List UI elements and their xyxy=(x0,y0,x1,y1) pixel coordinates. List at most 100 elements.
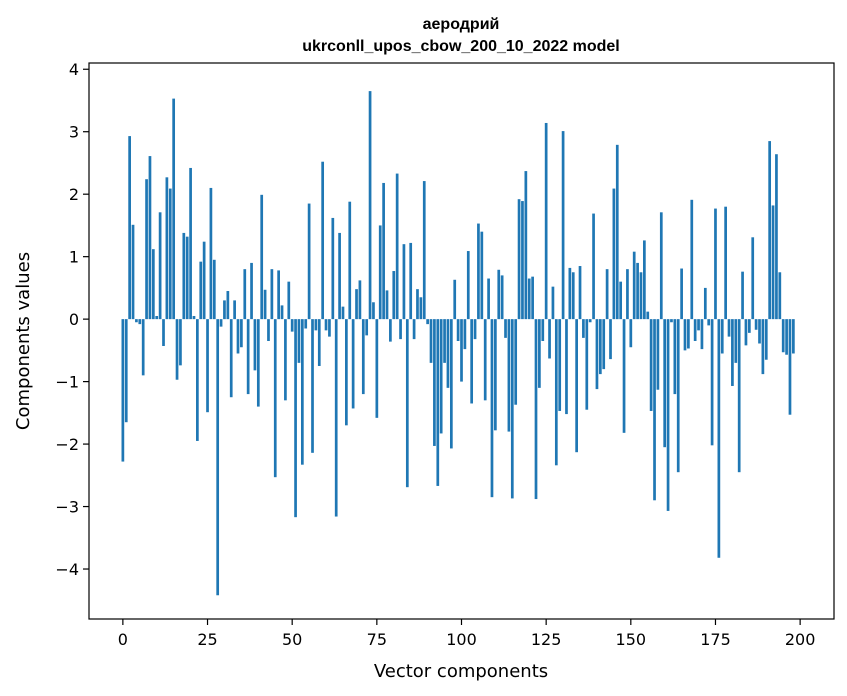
bar xyxy=(229,319,233,398)
bar xyxy=(524,171,528,320)
bar xyxy=(521,201,524,320)
bar xyxy=(598,319,602,375)
bar xyxy=(151,249,155,320)
bar xyxy=(412,319,416,340)
bar xyxy=(775,154,778,320)
bar xyxy=(280,305,284,320)
bar xyxy=(554,319,558,466)
bar xyxy=(646,311,650,320)
bar xyxy=(531,276,534,320)
bar xyxy=(676,319,680,473)
bar xyxy=(236,319,240,354)
bar xyxy=(199,261,203,320)
bar xyxy=(165,177,169,320)
bar xyxy=(243,269,247,320)
bar xyxy=(575,319,578,453)
bar xyxy=(419,297,423,320)
bar xyxy=(321,161,325,320)
bar xyxy=(328,319,331,337)
bar xyxy=(792,319,795,354)
bar xyxy=(632,251,636,320)
bar xyxy=(202,241,206,320)
bar xyxy=(538,319,541,388)
bar xyxy=(670,319,673,323)
bar xyxy=(422,181,426,320)
bar xyxy=(409,242,413,320)
bar xyxy=(311,319,314,453)
bar xyxy=(480,231,484,320)
bar xyxy=(473,319,477,340)
bar xyxy=(785,319,788,355)
bar xyxy=(626,269,629,320)
bar xyxy=(548,319,551,359)
bar xyxy=(605,269,609,320)
bar xyxy=(568,267,572,320)
bar xyxy=(558,319,562,411)
bar xyxy=(453,279,457,320)
bar xyxy=(781,319,785,353)
bar xyxy=(145,179,148,320)
bar xyxy=(128,136,131,320)
bar xyxy=(612,188,616,320)
bar xyxy=(399,319,402,340)
bar xyxy=(392,271,396,320)
bar xyxy=(551,286,555,320)
y-tick-label: 4 xyxy=(69,60,79,79)
bar xyxy=(196,319,199,441)
bar xyxy=(138,319,142,325)
bar xyxy=(429,319,433,363)
bar xyxy=(338,232,341,320)
bar xyxy=(727,319,731,337)
bar xyxy=(460,319,463,382)
bar xyxy=(351,319,355,409)
bar xyxy=(656,319,660,390)
bar xyxy=(389,319,392,342)
bar xyxy=(534,319,538,500)
bar xyxy=(724,206,727,320)
bar xyxy=(168,188,172,320)
bar xyxy=(155,316,159,320)
bar xyxy=(659,212,663,320)
bar xyxy=(595,319,599,390)
bar xyxy=(206,319,209,413)
bar xyxy=(449,319,453,449)
bar xyxy=(331,217,335,320)
bar xyxy=(209,187,213,320)
bar xyxy=(219,319,223,327)
bar xyxy=(172,98,176,320)
bar xyxy=(710,319,714,446)
bar xyxy=(212,259,216,320)
x-tick-label: 175 xyxy=(700,630,731,649)
bar xyxy=(771,205,775,320)
bar xyxy=(131,224,135,320)
bar xyxy=(494,319,497,431)
bar xyxy=(697,319,700,331)
bar xyxy=(287,281,291,320)
y-tick-label: 1 xyxy=(69,248,79,267)
y-tick-label: −1 xyxy=(55,373,79,392)
bar xyxy=(233,300,236,320)
bar xyxy=(561,131,565,320)
bar xyxy=(324,319,328,331)
x-tick-label: 150 xyxy=(616,630,647,649)
bar xyxy=(639,272,643,320)
chart-subtitle: ukrconll_upos_cbow_200_10_2022 model xyxy=(302,38,619,55)
x-tick-label: 50 xyxy=(282,630,302,649)
bar xyxy=(375,319,379,418)
bar xyxy=(439,319,443,434)
bar xyxy=(246,319,250,395)
bar xyxy=(744,319,748,346)
bar xyxy=(615,144,619,320)
bar xyxy=(263,289,267,320)
bar xyxy=(395,173,399,320)
bar xyxy=(365,319,369,336)
bar xyxy=(778,272,782,320)
bar xyxy=(497,269,501,320)
bar xyxy=(223,300,226,320)
bar xyxy=(490,319,494,498)
bar xyxy=(714,208,717,320)
bar xyxy=(456,319,460,341)
bar xyxy=(666,319,670,511)
bar xyxy=(250,262,253,320)
bar xyxy=(300,319,304,465)
